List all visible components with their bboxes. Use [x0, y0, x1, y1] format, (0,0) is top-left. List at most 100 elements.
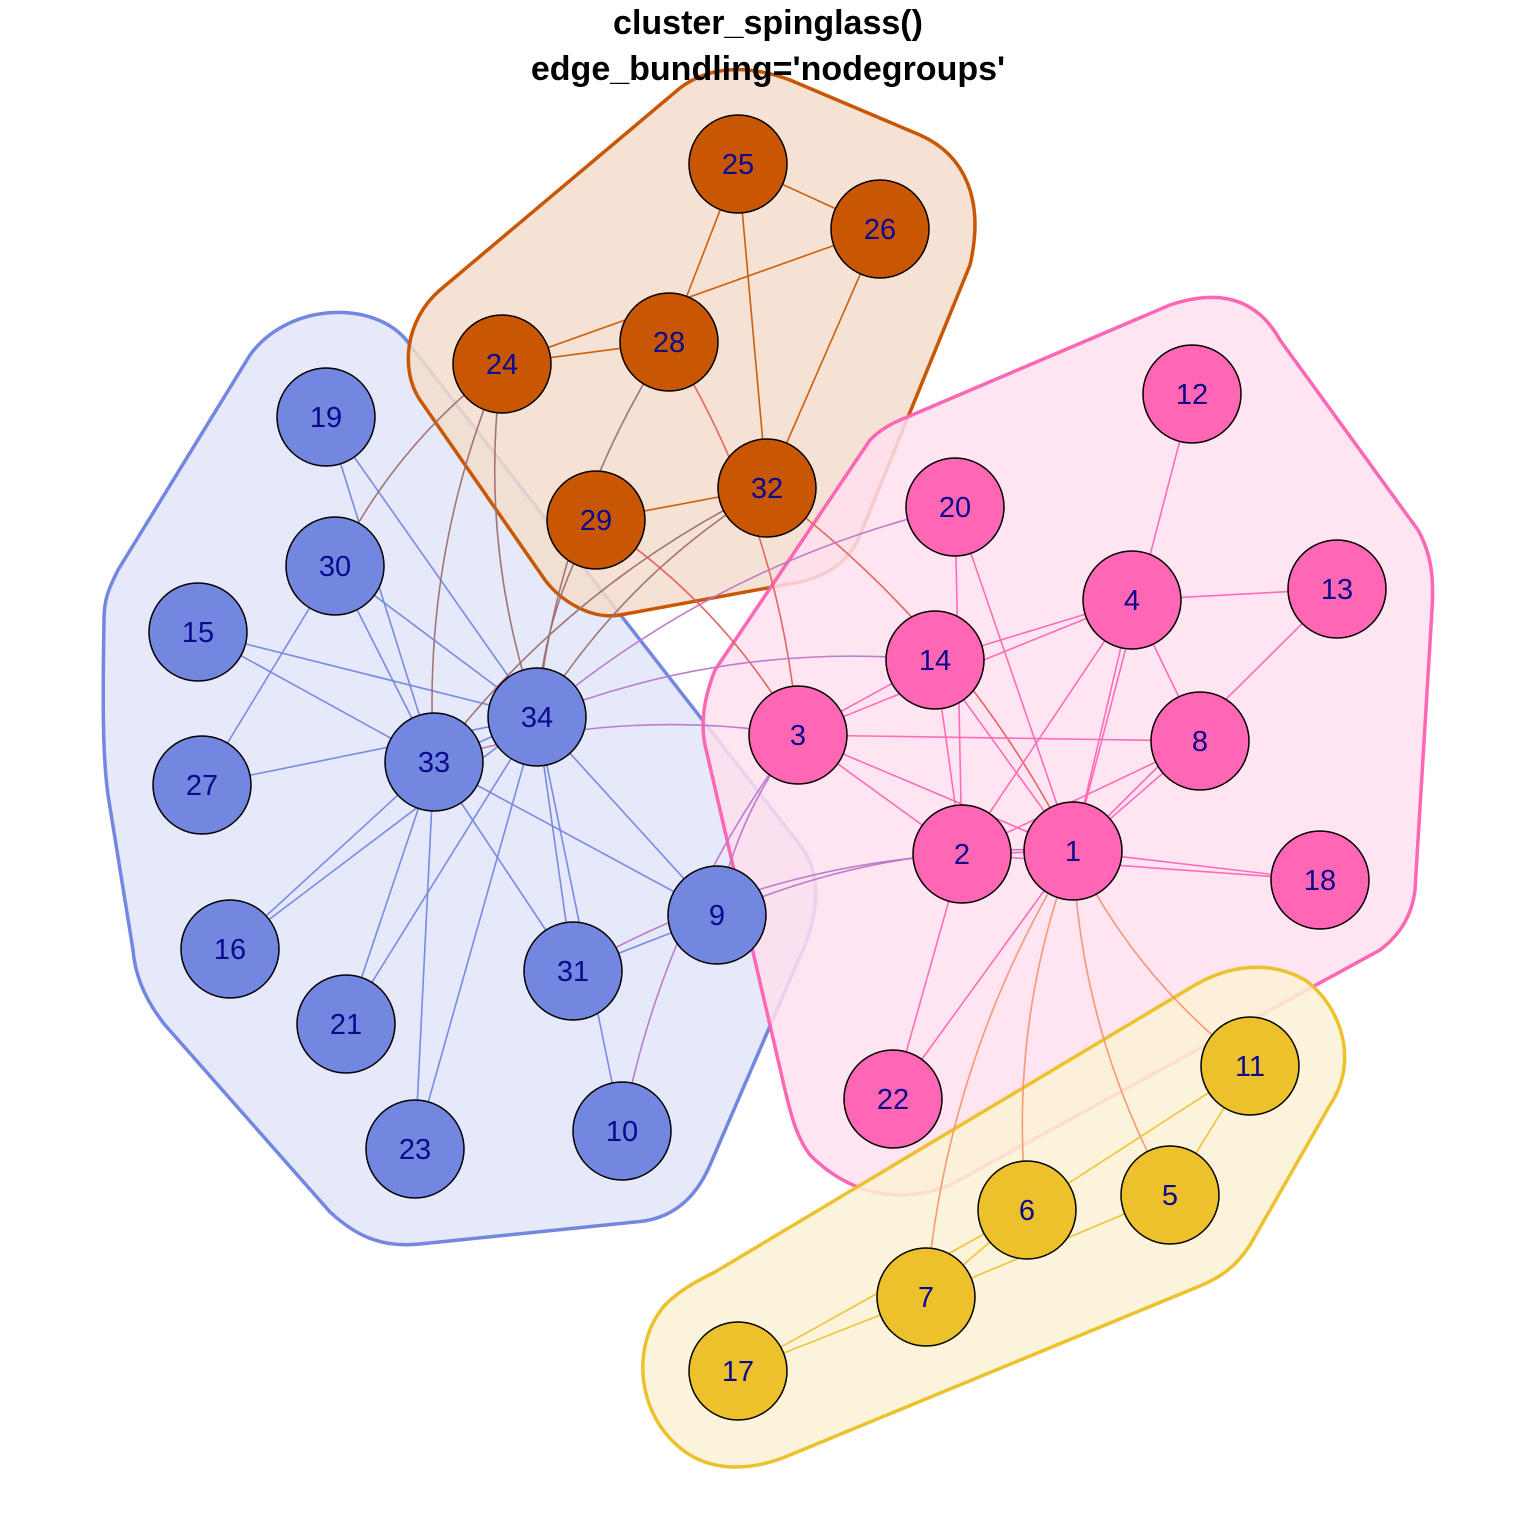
node-22-label: 22 — [877, 1084, 909, 1116]
node-19-label: 19 — [310, 402, 342, 434]
node-24[interactable]: 24 — [452, 314, 552, 414]
node-10-circle[interactable] — [572, 1081, 672, 1181]
node-21[interactable]: 21 — [296, 974, 396, 1074]
node-3[interactable]: 3 — [748, 685, 848, 785]
node-26[interactable]: 26 — [830, 179, 930, 279]
node-27-circle[interactable] — [152, 735, 252, 835]
node-18-circle[interactable] — [1270, 830, 1370, 930]
edge-15-34 — [197, 631, 538, 718]
edge-23-34 — [414, 716, 538, 1150]
node-28[interactable]: 28 — [619, 292, 719, 392]
edge-25-32 — [737, 163, 768, 489]
node-22[interactable]: 22 — [843, 1049, 943, 1149]
node-16-circle[interactable] — [180, 899, 280, 999]
node-20-circle[interactable] — [905, 457, 1005, 557]
node-10[interactable]: 10 — [572, 1081, 672, 1181]
node-9[interactable]: 9 — [667, 865, 767, 965]
node-27[interactable]: 27 — [152, 735, 252, 835]
node-5-circle[interactable] — [1120, 1145, 1220, 1245]
edge-24-26 — [501, 228, 881, 365]
node-20[interactable]: 20 — [905, 457, 1005, 557]
node-34-label: 34 — [521, 702, 553, 734]
node-7[interactable]: 7 — [876, 1247, 976, 1347]
edge-9-33 — [433, 761, 718, 916]
node-30-circle[interactable] — [285, 516, 385, 616]
node-17[interactable]: 17 — [688, 1321, 788, 1421]
node-12-circle[interactable] — [1142, 344, 1242, 444]
node-29[interactable]: 29 — [546, 470, 646, 570]
node-12-label: 12 — [1176, 379, 1208, 411]
node-13-circle[interactable] — [1287, 539, 1387, 639]
node-19[interactable]: 19 — [276, 367, 376, 467]
node-25[interactable]: 25 — [688, 114, 788, 214]
node-3-label: 3 — [790, 720, 806, 752]
node-10-label: 10 — [606, 1116, 638, 1148]
node-32-circle[interactable] — [717, 438, 817, 538]
node-31-circle[interactable] — [523, 921, 623, 1021]
node-1-circle[interactable] — [1023, 801, 1123, 901]
edge-21-34 — [345, 716, 538, 1025]
node-14[interactable]: 14 — [885, 610, 985, 710]
node-30[interactable]: 30 — [285, 516, 385, 616]
node-33-circle[interactable] — [384, 712, 484, 812]
edge-32-33 — [433, 487, 768, 763]
node-26-circle[interactable] — [830, 179, 930, 279]
node-32[interactable]: 32 — [717, 438, 817, 538]
edge-23-33 — [414, 761, 435, 1150]
node-5[interactable]: 5 — [1120, 1145, 1220, 1245]
node-23-label: 23 — [399, 1134, 431, 1166]
node-33-label: 33 — [418, 747, 450, 779]
node-7-circle[interactable] — [876, 1247, 976, 1347]
node-23-circle[interactable] — [365, 1099, 465, 1199]
node-34-circle[interactable] — [487, 667, 587, 767]
node-6-label: 6 — [1019, 1195, 1035, 1227]
node-1[interactable]: 1 — [1023, 801, 1123, 901]
edge-19-33 — [325, 416, 435, 763]
node-15-circle[interactable] — [148, 582, 248, 682]
node-26-label: 26 — [864, 214, 896, 246]
node-6-circle[interactable] — [977, 1160, 1077, 1260]
edge-3-8 — [797, 734, 1201, 742]
edge-27-34 — [201, 716, 538, 786]
node-15[interactable]: 15 — [148, 582, 248, 682]
edge-1-22 — [892, 850, 1074, 1100]
node-22-circle[interactable] — [843, 1049, 943, 1149]
node-13[interactable]: 13 — [1287, 539, 1387, 639]
node-8[interactable]: 8 — [1150, 691, 1250, 791]
node-2-circle[interactable] — [912, 804, 1012, 904]
node-21-circle[interactable] — [296, 974, 396, 1074]
node-11-circle[interactable] — [1200, 1016, 1300, 1116]
node-25-circle[interactable] — [688, 114, 788, 214]
node-31[interactable]: 31 — [523, 921, 623, 1021]
node-11-label: 11 — [1235, 1051, 1265, 1083]
node-19-circle[interactable] — [276, 367, 376, 467]
node-24-circle[interactable] — [452, 314, 552, 414]
node-14-circle[interactable] — [885, 610, 985, 710]
node-33[interactable]: 33 — [384, 712, 484, 812]
node-17-circle[interactable] — [688, 1321, 788, 1421]
node-7-label: 7 — [918, 1282, 934, 1314]
edge-24-33 — [431, 363, 503, 763]
edge-1-7 — [925, 850, 1074, 1298]
node-29-label: 29 — [580, 505, 612, 537]
node-4-circle[interactable] — [1082, 550, 1182, 650]
node-1-label: 1 — [1065, 836, 1081, 868]
node-29-circle[interactable] — [546, 470, 646, 570]
node-16[interactable]: 16 — [180, 899, 280, 999]
edge-19-34 — [325, 416, 538, 718]
node-9-circle[interactable] — [667, 865, 767, 965]
node-12[interactable]: 12 — [1142, 344, 1242, 444]
node-11[interactable]: 11 — [1200, 1016, 1300, 1116]
node-23[interactable]: 23 — [365, 1099, 465, 1199]
node-34[interactable]: 34 — [487, 667, 587, 767]
node-3-circle[interactable] — [748, 685, 848, 785]
node-6[interactable]: 6 — [977, 1160, 1077, 1260]
edge-20-34 — [536, 506, 956, 718]
node-4[interactable]: 4 — [1082, 550, 1182, 650]
node-2[interactable]: 2 — [912, 804, 1012, 904]
node-15-label: 15 — [182, 617, 214, 649]
node-18[interactable]: 18 — [1270, 830, 1370, 930]
node-8-circle[interactable] — [1150, 691, 1250, 791]
node-28-circle[interactable] — [619, 292, 719, 392]
